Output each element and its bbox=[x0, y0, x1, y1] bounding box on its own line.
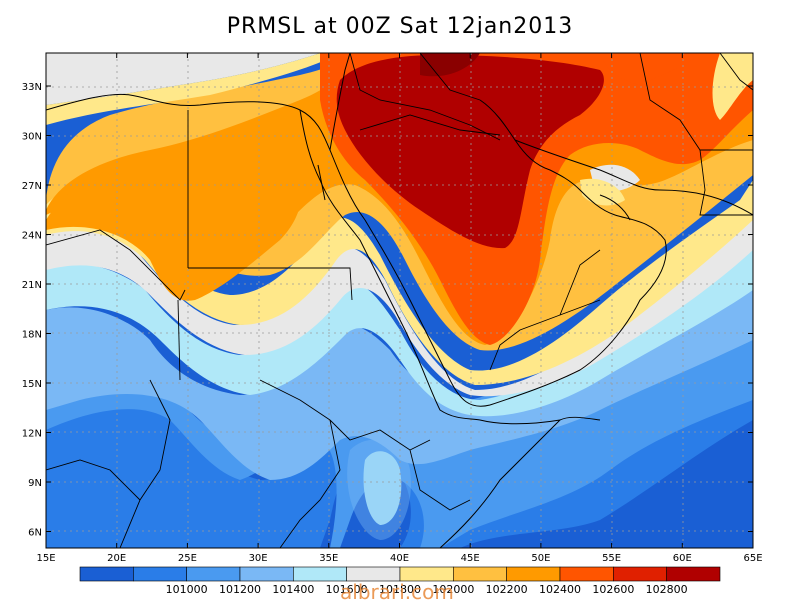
colorbar-label: 102400 bbox=[539, 583, 581, 596]
colorbar-label: 102200 bbox=[486, 583, 528, 596]
lon-tick-label: 25E bbox=[178, 553, 197, 564]
lon-tick-label: 15E bbox=[36, 553, 55, 564]
pressure-fill-layers bbox=[46, 53, 753, 548]
colorbar-label: 102600 bbox=[592, 583, 634, 596]
lat-tick-label: 15N bbox=[22, 379, 42, 390]
lon-tick-label: 50E bbox=[531, 553, 550, 564]
colorbar-swatch bbox=[79, 566, 134, 582]
colorbar-swatch bbox=[613, 566, 667, 582]
colorbar-swatch bbox=[559, 566, 614, 582]
colorbar-label: 101800 bbox=[379, 583, 421, 596]
lon-tick-label: 30E bbox=[249, 553, 268, 564]
colorbar-label: 102000 bbox=[432, 583, 474, 596]
lat-tick-label: 27N bbox=[22, 181, 42, 192]
watermark-text: albrari.com bbox=[340, 580, 454, 604]
axis-labels: 15E 20E 25E 30E 35E 40E 45E 50E 55E 60E 65E 33N 30N 2… bbox=[22, 82, 763, 564]
lon-tick-label: 45E bbox=[461, 553, 480, 564]
colorbar-swatch bbox=[506, 566, 561, 582]
lat-tick-label: 18N bbox=[22, 330, 42, 341]
lon-tick-label: 20E bbox=[107, 553, 126, 564]
colorbar-label: 101600 bbox=[326, 583, 368, 596]
colorbar-swatch bbox=[239, 566, 294, 582]
colorbar-label: 102800 bbox=[646, 583, 688, 596]
map-title: PRMSL at 00Z Sat 12jan2013 bbox=[226, 14, 574, 39]
colorbar-swatch bbox=[399, 566, 454, 582]
lon-tick-label: 65E bbox=[743, 553, 762, 564]
lon-tick-label: 40E bbox=[390, 553, 409, 564]
colorbar-swatch bbox=[453, 566, 507, 582]
lat-tick-label: 33N bbox=[22, 82, 42, 93]
colorbar-label: 101400 bbox=[272, 583, 314, 596]
colorbar-swatch bbox=[133, 566, 187, 582]
tick-marks bbox=[45, 53, 754, 548]
colorbar-label: 101200 bbox=[219, 583, 261, 596]
coastlines-borders bbox=[46, 53, 753, 548]
lat-tick-label: 9N bbox=[28, 478, 42, 489]
colorbar-swatch bbox=[666, 566, 721, 582]
lat-tick-label: 24N bbox=[22, 231, 42, 242]
lat-tick-label: 6N bbox=[28, 528, 42, 539]
lat-tick-label: 21N bbox=[22, 280, 42, 291]
colorbar-swatch bbox=[346, 566, 401, 582]
colorbar-swatch bbox=[293, 566, 347, 582]
lon-tick-label: 60E bbox=[673, 553, 692, 564]
colorbar: 101000 101200 101400 101600 101800 102000 1022… bbox=[79, 566, 721, 596]
colorbar-label: 101000 bbox=[166, 583, 208, 596]
lon-tick-label: 55E bbox=[602, 553, 621, 564]
lat-tick-label: 30N bbox=[22, 132, 42, 143]
lon-tick-label: 35E bbox=[319, 553, 338, 564]
lat-tick-label: 12N bbox=[22, 429, 42, 440]
colorbar-swatch bbox=[186, 566, 241, 582]
